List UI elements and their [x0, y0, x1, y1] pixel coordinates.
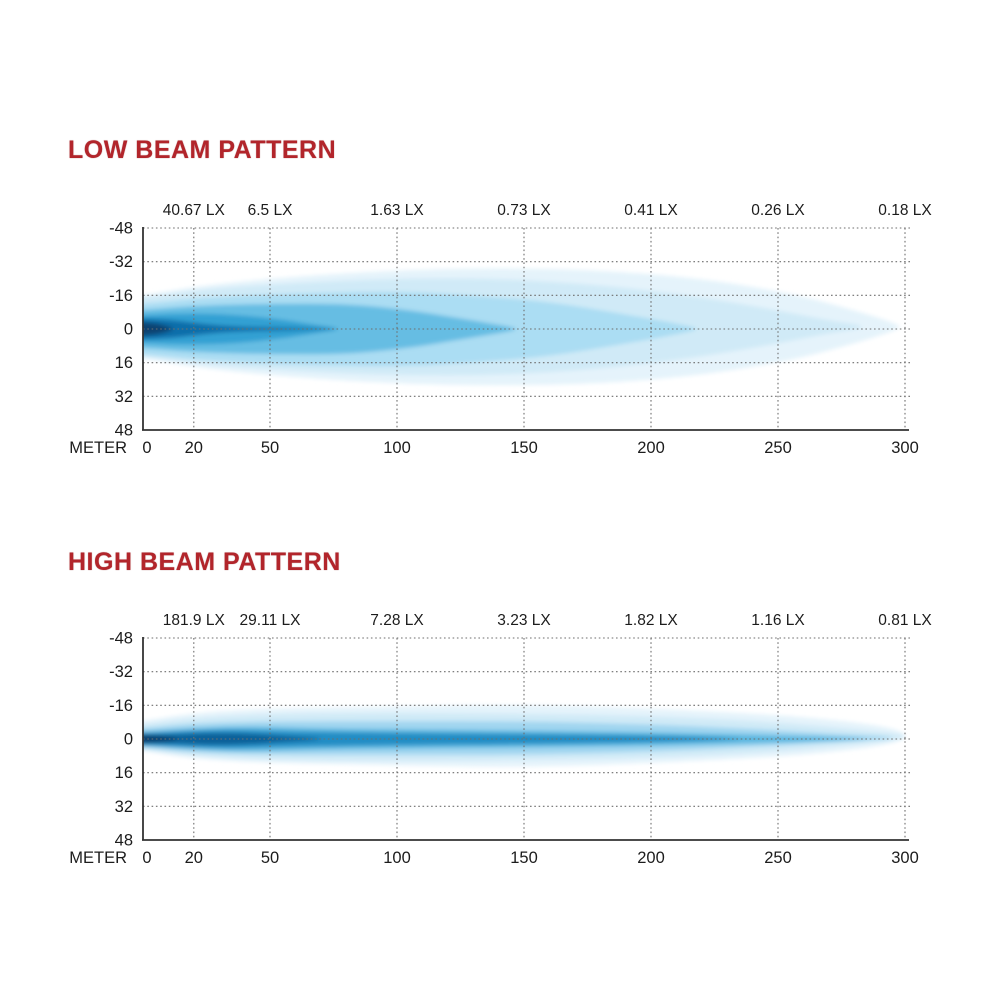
lux-label: 1.82 LX [624, 612, 678, 629]
lux-label: 7.28 LX [370, 612, 424, 629]
high-beam-beam-layers [143, 704, 905, 767]
low-beam-plot: 40.67 LX 6.5 LX 1.63 LX 0.73 LX 0.41 LX 0.26 … [69, 202, 932, 457]
lux-label: 40.67 LX [163, 202, 226, 219]
lux-label: 0.73 LX [497, 202, 551, 219]
x-tick-label: 250 [764, 849, 792, 867]
beam-layer-core [143, 322, 174, 336]
y-tick-label: 32 [115, 388, 133, 406]
high-beam-chart: 181.9 LX 29.11 LX 7.28 LX 3.23 LX 1.82 LX 1.1… [0, 605, 1000, 877]
y-tick-label: -32 [109, 253, 133, 271]
x-tick-label: 100 [383, 439, 411, 457]
x-axis-title: METER [69, 439, 127, 457]
y-tick-label: 16 [115, 764, 133, 782]
high-beam-plot: 181.9 LX 29.11 LX 7.28 LX 3.23 LX 1.82 LX 1.1… [69, 612, 932, 867]
x-tick-label: 300 [891, 849, 919, 867]
low-beam-beam-layers [143, 268, 900, 386]
y-tick-label: 48 [115, 422, 133, 440]
lux-label: 0.41 LX [624, 202, 678, 219]
x-tick-label: 20 [185, 439, 203, 457]
y-tick-label: 0 [124, 321, 133, 339]
lux-label: 6.5 LX [248, 202, 293, 219]
y-tick-label: -16 [109, 697, 133, 715]
x-tick-label: 250 [764, 439, 792, 457]
low-beam-chart: 40.67 LX 6.5 LX 1.63 LX 0.73 LX 0.41 LX 0.26 … [0, 195, 1000, 467]
x-tick-label: 20 [185, 849, 203, 867]
y-tick-label: -48 [109, 630, 133, 648]
beam-layer-hot [143, 733, 321, 745]
y-tick-label: -16 [109, 287, 133, 305]
lux-label: 3.23 LX [497, 612, 551, 629]
lux-label: 29.11 LX [240, 612, 302, 629]
x-tick-label: 150 [510, 439, 538, 457]
lux-label: 1.63 LX [370, 202, 424, 219]
x-tick-label: 0 [142, 849, 151, 867]
x-tick-label: 50 [261, 849, 279, 867]
high-beam-title: HIGH BEAM PATTERN [68, 548, 341, 576]
lux-label: 181.9 LX [163, 612, 226, 629]
y-tick-label: 48 [115, 832, 133, 850]
lux-label: 0.18 LX [878, 202, 932, 219]
y-tick-label: 32 [115, 798, 133, 816]
y-tick-label: 16 [115, 354, 133, 372]
lux-label: 0.81 LX [878, 612, 932, 629]
y-tick-label: -48 [109, 220, 133, 238]
x-tick-label: 200 [637, 849, 665, 867]
lux-label: 1.16 LX [751, 612, 805, 629]
y-tick-label: 0 [124, 731, 133, 749]
lux-label: 0.26 LX [751, 202, 805, 219]
x-tick-label: 0 [142, 439, 151, 457]
x-tick-label: 300 [891, 439, 919, 457]
beam-layer-strong [143, 729, 740, 749]
x-tick-label: 150 [510, 849, 538, 867]
y-tick-label: -32 [109, 663, 133, 681]
x-tick-label: 50 [261, 439, 279, 457]
x-axis-title: METER [69, 849, 127, 867]
x-tick-label: 200 [637, 439, 665, 457]
x-tick-label: 100 [383, 849, 411, 867]
low-beam-title: LOW BEAM PATTERN [68, 136, 337, 164]
